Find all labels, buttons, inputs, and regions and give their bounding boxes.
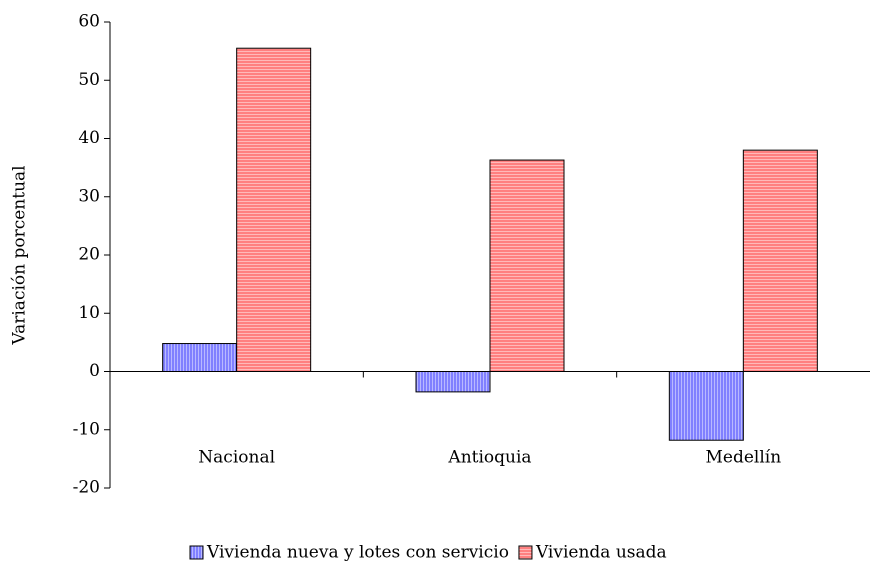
bar xyxy=(415,371,491,393)
bar xyxy=(742,149,818,372)
x-tick-label: Medellín xyxy=(705,448,781,468)
bar xyxy=(162,343,238,373)
x-tick-label: Antioquia xyxy=(447,448,531,468)
y-tick-label: 60 xyxy=(78,12,100,32)
legend-label: Vivienda nueva y lotes con servicio xyxy=(206,543,509,563)
legend-label: Vivienda usada xyxy=(535,543,667,563)
y-tick-label: 30 xyxy=(78,186,100,206)
y-tick-label: -10 xyxy=(73,419,100,439)
y-tick-label: 50 xyxy=(78,70,100,90)
bar xyxy=(236,47,312,373)
legend-swatch xyxy=(518,545,533,560)
y-tick-label: 10 xyxy=(78,303,100,323)
y-tick-label: 0 xyxy=(89,361,100,381)
bar xyxy=(668,371,744,441)
y-tick-label: -20 xyxy=(73,478,100,498)
legend-swatch xyxy=(189,545,204,560)
bar xyxy=(489,159,565,372)
x-tick-label: Nacional xyxy=(198,448,275,468)
y-axis-title: Variación porcentual xyxy=(10,165,30,345)
y-tick-label: 40 xyxy=(78,128,100,148)
y-tick-label: 20 xyxy=(78,245,100,265)
